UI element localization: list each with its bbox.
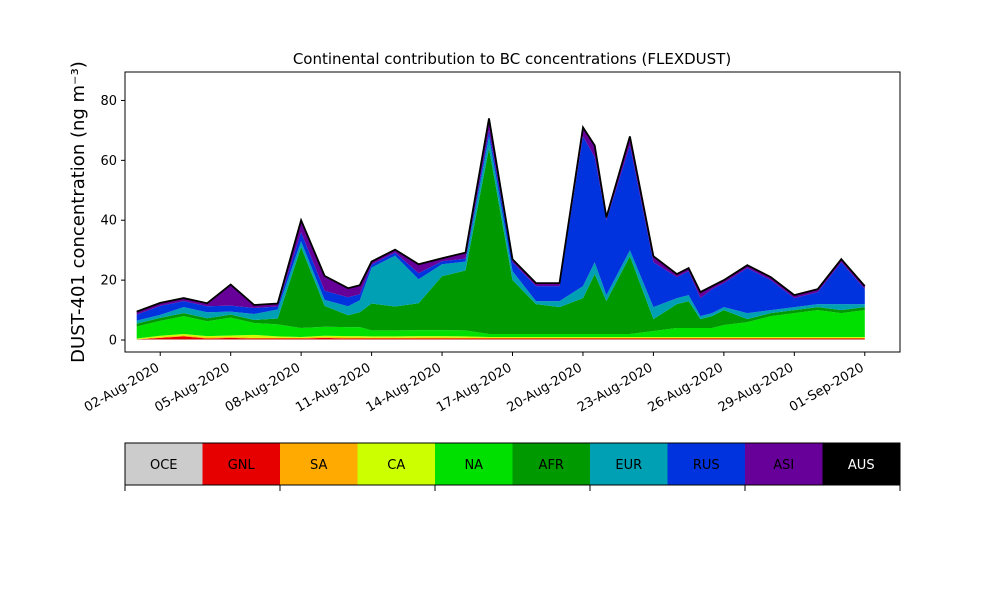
legend-label-ca: CA xyxy=(387,458,405,473)
legend-swatch-gnl xyxy=(202,443,280,485)
y-axis: 0 20 40 60 80 xyxy=(100,94,125,349)
area-oce xyxy=(136,339,865,340)
area-afr xyxy=(136,148,865,334)
legend-label-eur: EUR xyxy=(615,458,642,473)
area-ca xyxy=(136,334,865,340)
legend-swatch-eur xyxy=(590,443,668,485)
y-tick-label: 80 xyxy=(100,94,117,109)
x-tick-label: 11-Aug-2020 xyxy=(293,360,373,415)
legend-swatch-na xyxy=(435,443,513,485)
total-line-group xyxy=(136,118,866,313)
legend-label-gnl: GNL xyxy=(228,458,256,473)
area-gnl xyxy=(136,336,865,340)
x-tick-label: 02-Aug-2020 xyxy=(82,360,162,415)
chart-title: Continental contribution to BC concentra… xyxy=(293,50,731,68)
legend-label-aus: AUS xyxy=(848,458,875,473)
total-line xyxy=(136,118,866,313)
legend-swatch-rus xyxy=(667,443,745,485)
y-tick-label: 20 xyxy=(100,274,117,289)
y-tick-label: 0 xyxy=(109,334,117,349)
x-tick-label: 01-Sep-2020 xyxy=(787,360,867,415)
legend-swatch-asi xyxy=(745,443,823,485)
x-tick-label: 05-Aug-2020 xyxy=(152,360,232,415)
x-tick-label: 17-Aug-2020 xyxy=(434,360,514,415)
x-tick-label: 20-Aug-2020 xyxy=(505,360,585,415)
legend-swatch-aus xyxy=(822,443,900,485)
legend-label-sa: SA xyxy=(310,458,327,473)
legend-swatch-sa xyxy=(280,443,358,485)
area-na xyxy=(136,310,865,339)
legend-label-na: NA xyxy=(464,458,483,473)
area-series-group xyxy=(136,118,865,340)
area-asi xyxy=(136,118,865,315)
y-tick-label: 40 xyxy=(100,214,117,229)
legend-label-afr: AFR xyxy=(539,458,564,473)
x-tick-label: 08-Aug-2020 xyxy=(223,360,303,415)
legend-swatch-oce xyxy=(125,443,203,485)
legend-frame xyxy=(124,442,901,486)
x-tick-label: 14-Aug-2020 xyxy=(364,360,444,415)
legend-swatch-afr xyxy=(512,443,590,485)
area-rus xyxy=(136,130,865,321)
x-axis: 02-Aug-202005-Aug-202008-Aug-202011-Aug-… xyxy=(82,352,867,416)
area-sa xyxy=(136,335,865,340)
x-tick-label: 26-Aug-2020 xyxy=(646,360,726,415)
legend-label-rus: RUS xyxy=(693,458,720,473)
legend: OCE GNL SA CA NA AFR EUR RUS ASI AUS xyxy=(124,442,901,491)
x-tick-label: 29-Aug-2020 xyxy=(716,360,796,415)
y-axis-label: DUST-401 concentration (ng m⁻³) xyxy=(68,61,89,363)
y-tick-label: 60 xyxy=(100,154,117,169)
legend-swatch-ca xyxy=(357,443,435,485)
legend-label-asi: ASI xyxy=(773,458,794,473)
legend-label-oce: OCE xyxy=(150,458,178,473)
x-tick-label: 23-Aug-2020 xyxy=(575,360,655,415)
